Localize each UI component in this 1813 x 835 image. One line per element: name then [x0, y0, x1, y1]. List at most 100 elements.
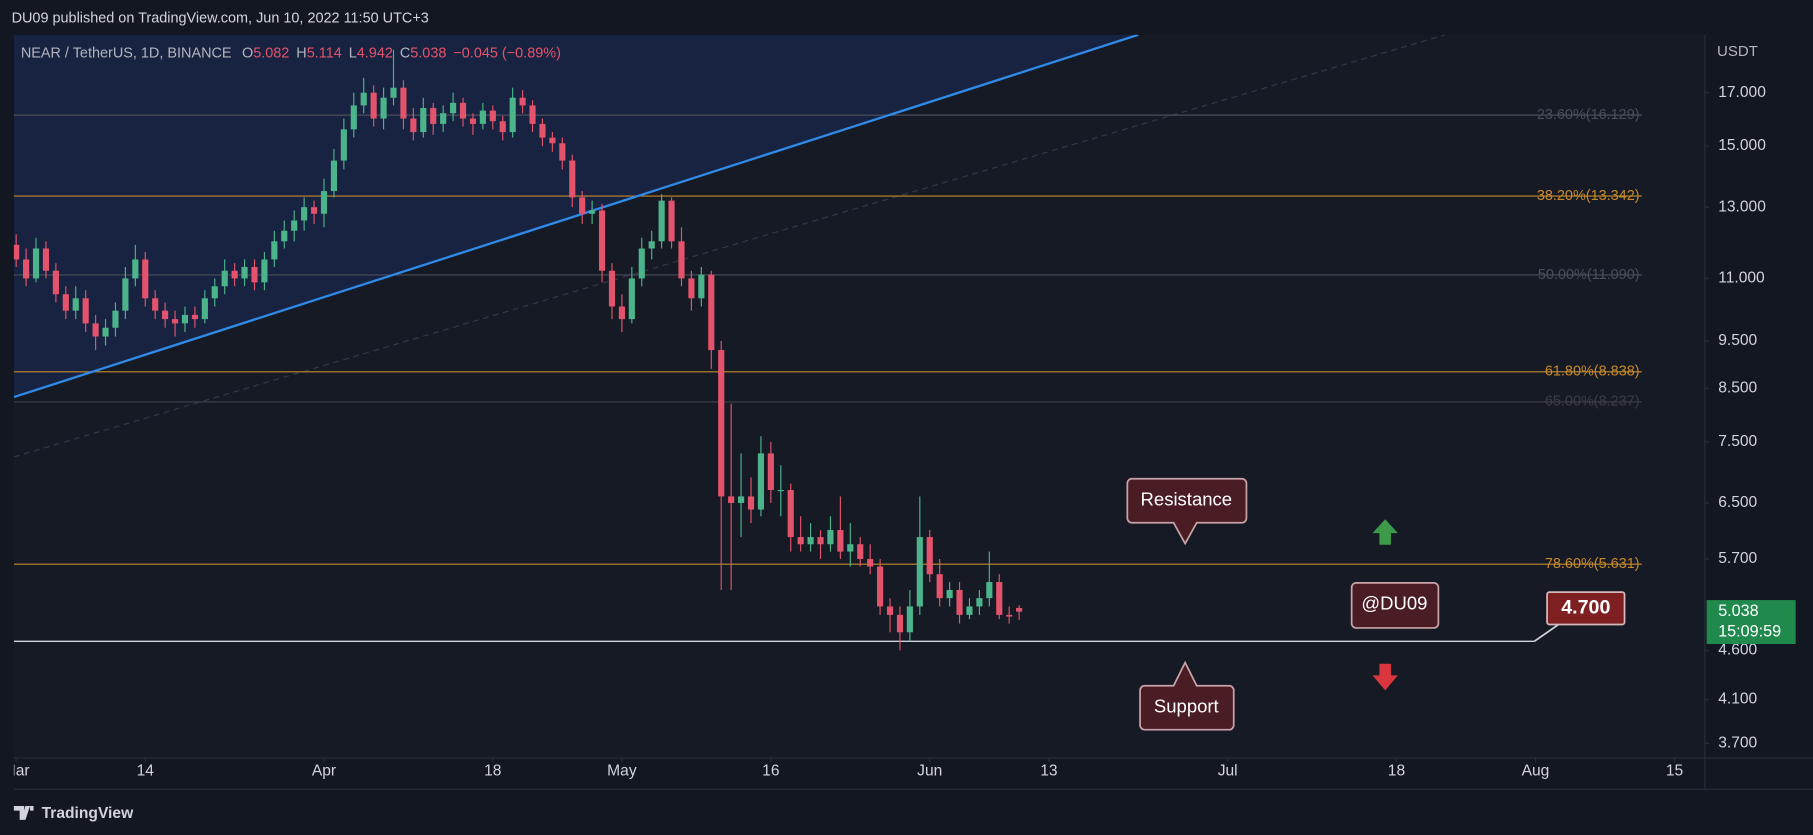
annotation-box: [1139, 660, 1235, 731]
candle-body: [122, 278, 129, 311]
x-axis: Mar 14 Apr 18 May 16 Jun 13 Jul 18 Aug 15: [3, 757, 1684, 779]
candle-body: [886, 606, 894, 615]
legend-change: −0.045 (−0.89%): [453, 45, 561, 61]
candle-body: [956, 590, 963, 615]
candle-body: [171, 319, 179, 324]
candle-body: [598, 210, 606, 271]
y-tick-label: 13.000: [1718, 198, 1766, 215]
candle-body: [330, 160, 338, 192]
candle-body: [13, 244, 20, 260]
candle-body: [718, 350, 725, 497]
candle-body: [777, 489, 784, 492]
annotation: Resistance: [1141, 489, 1233, 510]
candle-body: [211, 286, 218, 299]
candle-body: [231, 270, 238, 279]
candle-body: [142, 259, 149, 299]
candle-body: [579, 197, 586, 214]
candle-body: [628, 278, 635, 320]
trendline-dashed: [13, 34, 1446, 458]
candle-body: [767, 453, 774, 490]
candle-body: [668, 200, 675, 242]
candle-body: [728, 496, 735, 503]
y-tick-label: 11.000: [1718, 270, 1765, 287]
candle-body: [549, 137, 556, 144]
plot-area: [13, 34, 1705, 758]
candle-body: [966, 606, 973, 615]
candle-body: [370, 92, 377, 119]
candle-body: [559, 143, 566, 161]
y-tick-label: 3.700: [1718, 734, 1757, 751]
candle-body: [658, 200, 665, 242]
candle-body: [162, 310, 169, 320]
x-tick-label: 14: [137, 762, 155, 779]
candle-body: [191, 314, 198, 320]
candle-body: [708, 274, 715, 351]
y-tick-label: 17.000: [1718, 84, 1766, 101]
candle-body: [32, 248, 40, 279]
x-tick-label: 15: [1666, 762, 1684, 779]
support-label: 4.700: [1561, 596, 1610, 618]
candle-body: [350, 105, 357, 130]
candle-body: [430, 108, 437, 124]
candle-body: [519, 97, 526, 106]
candle-body: [638, 248, 645, 279]
plot: 23.60%(16.129) 38.20%(13.342) 50.00%(11.09…: [13, 34, 1642, 651]
x-tick-label: 18: [484, 762, 501, 779]
candle-body: [390, 87, 397, 98]
legend: NEAR / TetherUS, 1D, BINANCE O5.082 H5.114…: [21, 45, 561, 61]
candle-body: [281, 230, 288, 242]
candle-body: [509, 97, 516, 133]
candle-body: [459, 102, 467, 119]
candle-body: [827, 530, 834, 545]
candle-body: [569, 160, 576, 198]
legend-ohlc-label: L: [349, 45, 357, 61]
candle-body: [529, 105, 536, 124]
trendline: [13, 34, 1139, 399]
candle-body: [1006, 614, 1013, 617]
legend-symbol: NEAR / TetherUS, 1D, BINANCE: [21, 45, 232, 61]
candle-body: [737, 496, 745, 503]
candle-body: [896, 614, 904, 633]
x-tick-label: Apr: [312, 762, 336, 779]
fib-label: 78.60%(5.631): [1545, 556, 1640, 572]
legend-ohlc-value: 4.942: [357, 45, 393, 61]
candle-body: [847, 544, 854, 552]
candle-body: [817, 537, 824, 545]
candle-body: [787, 489, 794, 538]
candle-body: [678, 241, 685, 279]
x-tick-label: Mar: [3, 762, 30, 779]
candle-body: [926, 537, 933, 575]
y-tick-label: 15.000: [1718, 137, 1766, 154]
footer-logo: [13, 806, 34, 820]
candle-body: [380, 97, 387, 119]
candle-body: [688, 278, 695, 299]
candle-body: [976, 598, 983, 607]
candle-body: [539, 123, 546, 138]
annotation-box: [1126, 477, 1248, 546]
candle-body: [201, 298, 208, 320]
x-tick-label: 13: [1040, 762, 1057, 779]
candle-body: [698, 274, 705, 299]
candle-body: [608, 270, 616, 307]
legend-ohlc-value: 5.114: [307, 45, 342, 61]
candle-body: [837, 530, 844, 552]
candle-body: [807, 537, 814, 545]
legend-ohlc-value: 5.038: [410, 45, 446, 61]
candle-body: [400, 87, 407, 119]
fib-label: 50.00%(11.090): [1538, 267, 1640, 283]
x-tick-label: Aug: [1522, 762, 1550, 779]
legend-ohlc-value: 5.082: [253, 45, 289, 61]
candle-body: [181, 314, 189, 324]
countdown: 15:09:59: [1718, 623, 1781, 641]
candle-body: [340, 129, 347, 161]
fib-label: 38.20%(13.342): [1537, 188, 1640, 204]
y-tick-label: 5.700: [1718, 550, 1757, 567]
candle-body: [102, 327, 109, 337]
candle-body: [360, 92, 367, 106]
candle-body: [261, 259, 268, 283]
candle-body: [877, 566, 884, 607]
candle-body: [72, 298, 79, 311]
annotation: Support: [1154, 696, 1219, 717]
candle-body: [23, 259, 30, 279]
